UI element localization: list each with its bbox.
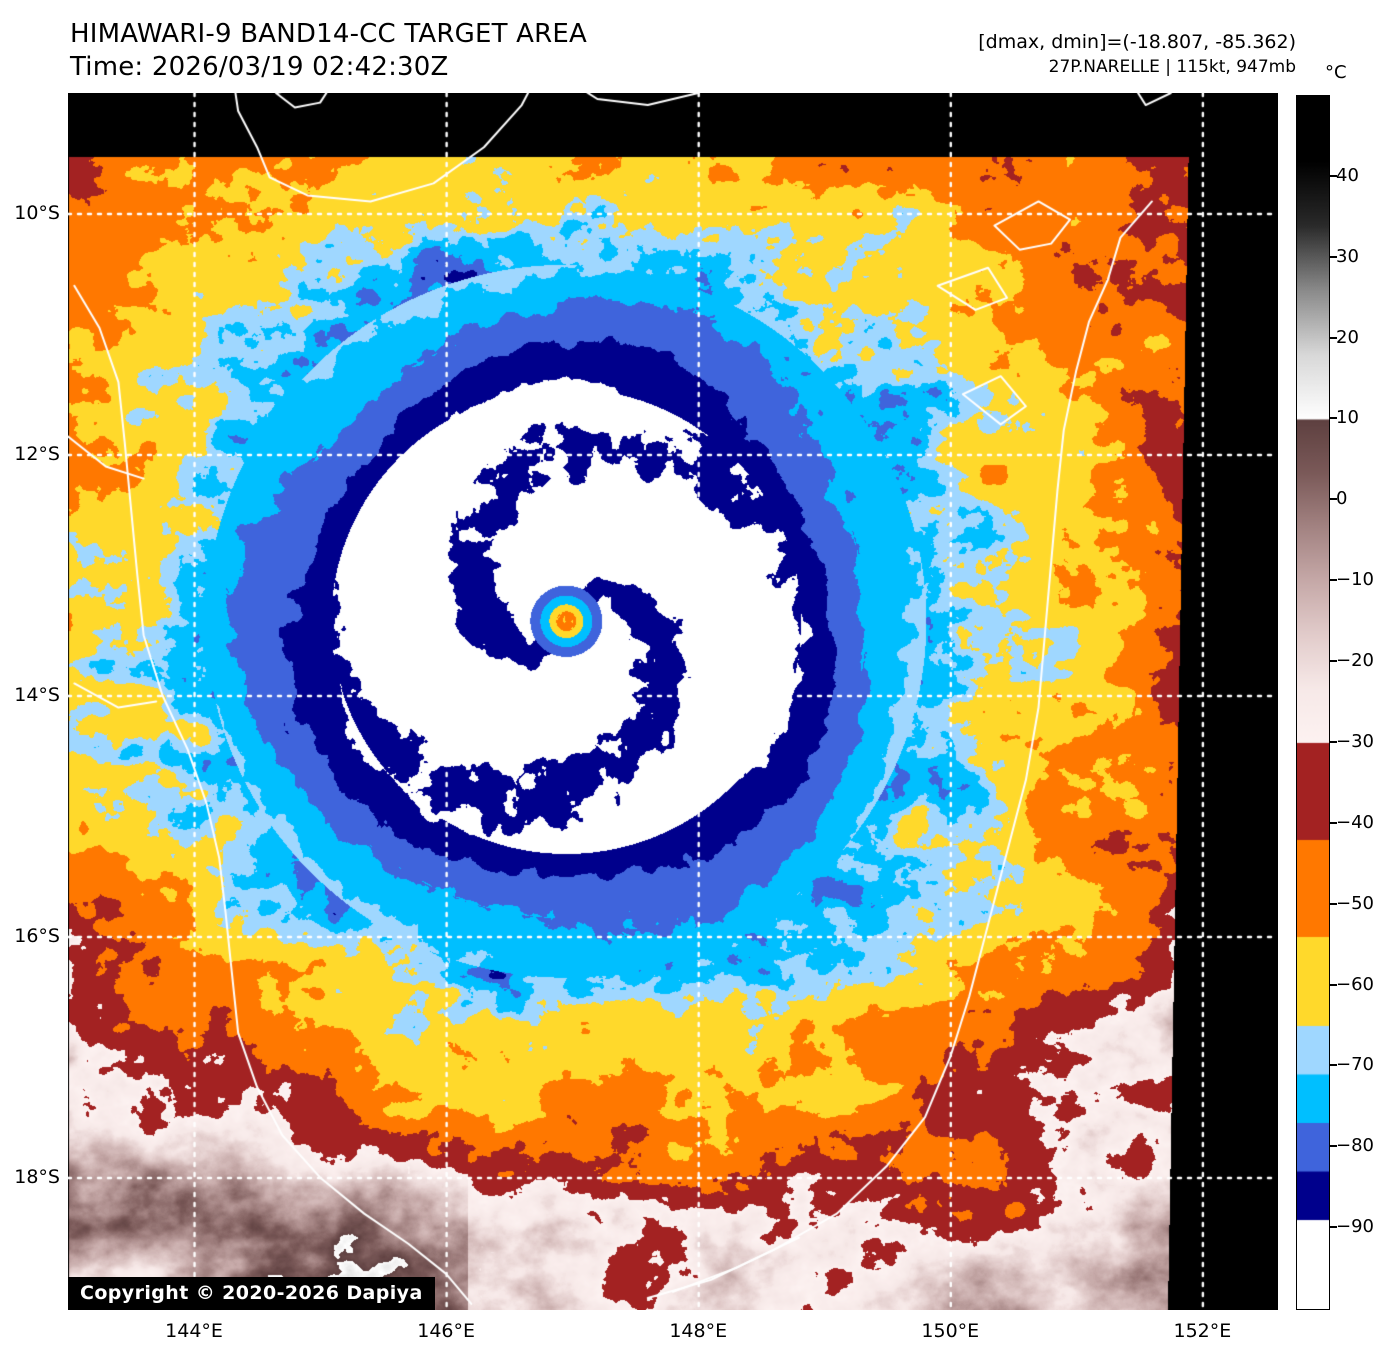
storm-info-label: 27P.NARELLE | 115kt, 947mb: [1048, 57, 1296, 77]
colorbar-tick-label: 0: [1336, 488, 1348, 510]
colorbar-tick-mark: [1330, 417, 1337, 420]
colorbar-tick-mark: [1330, 1064, 1337, 1067]
colorbar-tick-label: −10: [1336, 569, 1374, 591]
x-tick-label: 152°E: [1173, 1320, 1232, 1342]
x-tick-label: 150°E: [921, 1320, 980, 1342]
y-tick-label: 14°S: [14, 684, 60, 707]
temperature-colorbar[interactable]: [1296, 95, 1330, 1310]
timestamp-label: Time: 2026/03/19 02:42:30Z: [70, 52, 449, 82]
title-block: HIMAWARI-9 BAND14-CC TARGET AREA Time: 2…: [70, 18, 587, 84]
colorbar-tick-label: 20: [1336, 326, 1359, 348]
colorbar-tick-label: −20: [1336, 650, 1374, 672]
colorbar-unit-label: °C: [1325, 62, 1347, 83]
y-tick-label: 18°S: [14, 1166, 60, 1189]
x-tick-label: 144°E: [165, 1320, 223, 1342]
colorbar-tick-label: −80: [1336, 1135, 1374, 1157]
colorbar-canvas: [1297, 96, 1329, 1309]
colorbar-tick-label: 30: [1336, 245, 1359, 267]
metadata-block: [dmax, dmin]=(-18.807, -85.362) 27P.NARE…: [978, 30, 1296, 79]
page-title: HIMAWARI-9 BAND14-CC TARGET AREA: [70, 19, 588, 49]
colorbar-tick-mark: [1330, 660, 1337, 663]
colorbar-tick-label: −90: [1336, 1216, 1374, 1238]
satellite-imagery-canvas: [68, 93, 1278, 1310]
colorbar-tick-label: −70: [1336, 1054, 1374, 1076]
colorbar-tick-mark: [1330, 579, 1337, 582]
colorbar-tick-mark: [1330, 740, 1337, 743]
colorbar-tick-mark: [1330, 255, 1337, 258]
colorbar-tick-mark: [1330, 498, 1337, 501]
x-tick-label: 146°E: [417, 1320, 476, 1342]
colorbar-tick-mark: [1330, 821, 1337, 824]
x-tick-label: 148°E: [669, 1320, 728, 1342]
colorbar-tick-label: −40: [1336, 811, 1374, 833]
colorbar-tick-label: 40: [1336, 164, 1359, 186]
colorbar-tick-label: 10: [1336, 407, 1359, 429]
colorbar-tick-mark: [1330, 1226, 1337, 1229]
colorbar-tick-label: −30: [1336, 730, 1374, 752]
colorbar-tick-mark: [1330, 902, 1337, 905]
colorbar-tick-mark: [1330, 336, 1337, 339]
colorbar-tick-label: −50: [1336, 892, 1374, 914]
y-tick-label: 12°S: [14, 443, 60, 466]
colorbar-tick-mark: [1330, 1145, 1337, 1148]
copyright-banner: Copyright © 2020-2026 Dapiya: [68, 1277, 435, 1310]
colorbar-tick-mark: [1330, 174, 1337, 177]
colorbar-tick-label: −60: [1336, 973, 1374, 995]
satellite-image-plot[interactable]: [68, 93, 1278, 1310]
y-tick-label: 10°S: [14, 202, 60, 225]
colorbar-tick-mark: [1330, 983, 1337, 986]
y-tick-label: 16°S: [14, 925, 60, 948]
dmax-dmin-label: [dmax, dmin]=(-18.807, -85.362): [978, 31, 1296, 53]
